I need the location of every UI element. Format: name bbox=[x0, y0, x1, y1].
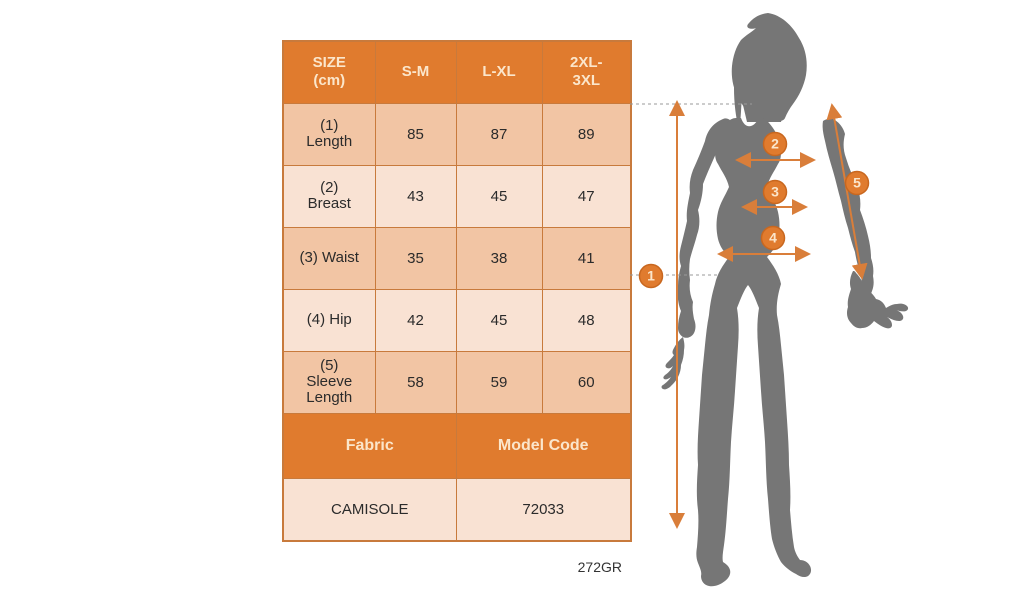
svg-text:2: 2 bbox=[771, 136, 779, 152]
svg-text:3: 3 bbox=[771, 184, 779, 200]
svg-text:5: 5 bbox=[853, 175, 861, 191]
svg-text:4: 4 bbox=[769, 230, 777, 246]
svg-text:1: 1 bbox=[647, 268, 655, 284]
